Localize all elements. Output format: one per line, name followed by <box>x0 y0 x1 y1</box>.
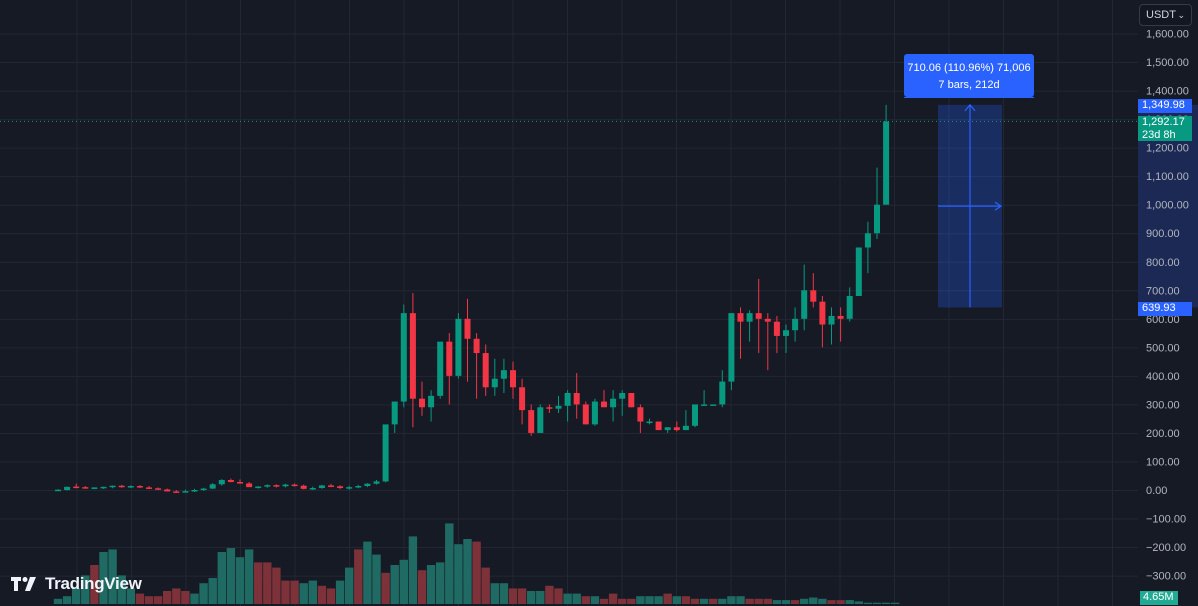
volume-bars <box>53 523 900 604</box>
price-axis-tick: 0.00 <box>1146 485 1167 497</box>
bar-countdown: 23d 8h <box>1142 129 1176 141</box>
measure-tooltip: 710.06 (110.96%) 71,006 7 bars, 212d <box>904 54 1034 97</box>
price-axis-tick: 100.00 <box>1146 456 1180 468</box>
candlestick-series <box>55 104 890 493</box>
arrow-up-icon <box>964 103 976 112</box>
price-axis-tick: 1,400.00 <box>1146 86 1189 98</box>
price-axis-tick: 200.00 <box>1146 428 1180 440</box>
price-axis-tick: 700.00 <box>1146 285 1180 297</box>
measure-top-price-tag: 1,349.98 <box>1138 99 1192 113</box>
arrow-right-icon <box>994 201 1003 211</box>
price-axis-tick: −200.00 <box>1146 542 1186 554</box>
price-axis-tick: 500.00 <box>1146 342 1180 354</box>
price-axis-tick: 300.00 <box>1146 399 1180 411</box>
price-axis-tick: 1,200.00 <box>1146 143 1189 155</box>
volume-tag: 4.65M <box>1140 591 1178 605</box>
measure-bars-text: 7 bars, 212d <box>938 79 1000 91</box>
tradingview-logo[interactable]: TradingView <box>11 574 142 594</box>
price-axis-tick: 1,600.00 <box>1146 29 1189 41</box>
chevron-down-icon: ⌄ <box>1177 9 1185 20</box>
price-axis-tick: 1,100.00 <box>1146 171 1189 183</box>
tradingview-logo-text: TradingView <box>45 574 142 593</box>
current-price-value: 1,292.17 <box>1142 116 1185 128</box>
price-axis-tick: −300.00 <box>1146 571 1186 583</box>
tradingview-logo-icon <box>11 577 36 591</box>
measure-bottom-price-tag: 639.93 <box>1138 302 1192 316</box>
price-axis-tick: 1,000.00 <box>1146 200 1189 212</box>
measure-change-text: 710.06 (110.96%) 71,006 <box>907 62 1031 74</box>
measure-range-box[interactable] <box>904 97 1034 308</box>
grid-lines <box>0 0 1138 606</box>
price-axis-tick: 800.00 <box>1146 257 1180 269</box>
current-price-tag: 1,292.17 23d 8h <box>1138 116 1192 141</box>
currency-selector-button[interactable]: USDT ⌄ <box>1139 4 1192 26</box>
price-axis-tick: 1,500.00 <box>1146 57 1189 69</box>
price-axis-tick: 900.00 <box>1146 228 1180 240</box>
currency-label: USDT <box>1146 9 1176 21</box>
price-axis-tick: 400.00 <box>1146 371 1180 383</box>
price-axis-tick: −100.00 <box>1146 514 1186 526</box>
price-axis-tick: 600.00 <box>1146 314 1180 326</box>
